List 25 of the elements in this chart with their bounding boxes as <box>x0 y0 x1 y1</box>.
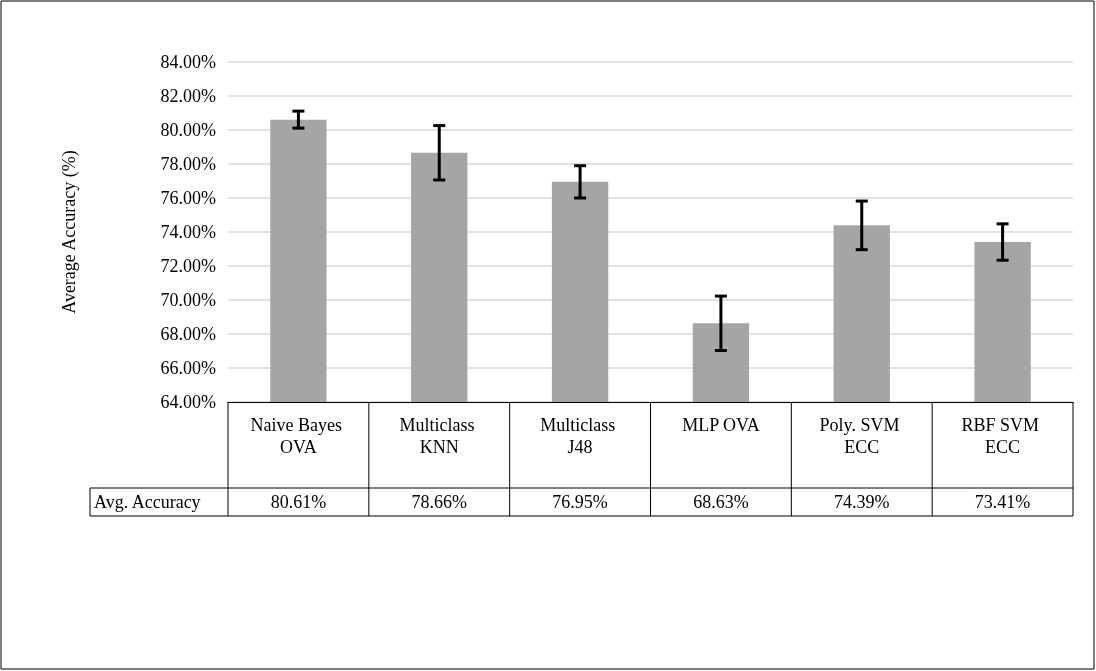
y-tick-label: 68.00% <box>160 324 216 344</box>
y-tick-label: 70.00% <box>160 290 216 310</box>
x-tick-label: RBF SVM ECC <box>961 415 1044 457</box>
y-tick-label: 64.00% <box>160 392 216 412</box>
y-axis-title: Average Accuracy (%) <box>59 150 80 314</box>
data-label: 73.41% <box>974 492 1031 512</box>
y-tick-label: 80.00% <box>160 120 216 140</box>
x-tick-label: Multiclass KNN <box>399 415 479 457</box>
y-tick-label: 74.00% <box>160 222 216 242</box>
data-label: 68.63% <box>693 492 749 512</box>
text: Avg. Accuracy <box>94 492 201 512</box>
y-tick-label: 72.00% <box>160 256 216 276</box>
x-tick-label: Poly. SVM ECC <box>819 415 904 457</box>
x-tick-label: Naive Bayes OVA <box>250 415 347 457</box>
data-label: 74.39% <box>834 492 890 512</box>
data-label: 80.61% <box>270 492 327 512</box>
y-tick-label: 76.00% <box>160 188 216 208</box>
x-tick-label: Multiclass J48 <box>540 415 620 457</box>
data-label: 76.95% <box>552 492 608 512</box>
y-tick-label: 66.00% <box>160 358 216 378</box>
data-label: 78.66% <box>411 492 467 512</box>
y-tick-label: 78.00% <box>160 154 216 174</box>
x-tick-label: MLP OVA <box>682 415 760 435</box>
y-tick-label: 82.00% <box>160 86 216 106</box>
y-tick-label: 84.00% <box>160 52 216 72</box>
